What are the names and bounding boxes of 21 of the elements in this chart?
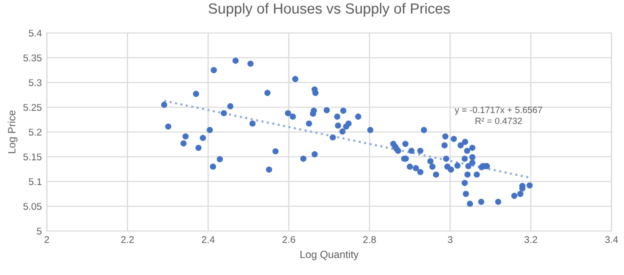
y-tick-label: 5.2 bbox=[28, 128, 42, 136]
y-tick-label: 5.4 bbox=[28, 30, 42, 37]
x-tick-label: 2.2 bbox=[121, 236, 134, 243]
x-tick-label: 3.2 bbox=[524, 236, 538, 243]
y-tick-label: 5 bbox=[36, 228, 42, 235]
y-tick-label: 5.35 bbox=[23, 54, 42, 62]
x-axis-title: Log Quantity bbox=[300, 250, 359, 260]
x-tick-label: 2.8 bbox=[363, 236, 376, 243]
chart-title: Supply of Houses vs Supply of Prices bbox=[208, 2, 450, 17]
y-tick-label: 5.3 bbox=[28, 79, 42, 86]
x-tick-label: 3.4 bbox=[605, 236, 618, 243]
x-tick-label: 3 bbox=[448, 236, 452, 243]
x-tick-label: 2.4 bbox=[202, 236, 215, 243]
x-tick-label: 2.6 bbox=[282, 236, 296, 243]
y-tick-label: 5.05 bbox=[23, 202, 42, 210]
y-axis-title: Log Price bbox=[8, 110, 18, 154]
y-tick-label: 5.15 bbox=[23, 154, 42, 160]
y-tick-label: 5.1 bbox=[28, 178, 42, 186]
annotation: y = -0.1717x + 5.6567 R² = 0.4732 bbox=[454, 106, 542, 124]
x-tick-label: 2 bbox=[44, 236, 50, 243]
y-tick-label: 5.25 bbox=[23, 104, 42, 111]
